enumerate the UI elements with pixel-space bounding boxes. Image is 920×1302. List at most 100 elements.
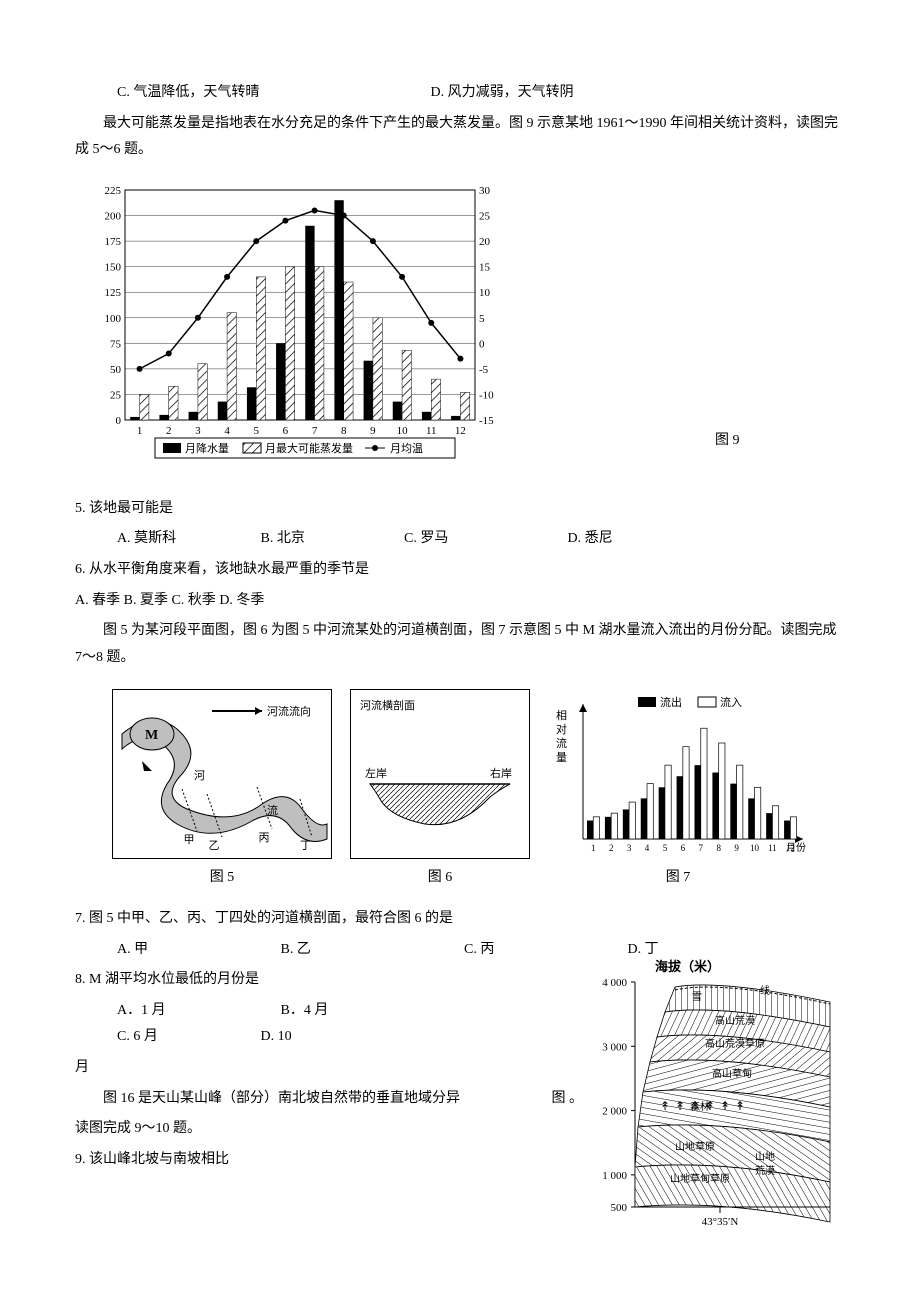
svg-text:500: 500 — [611, 1202, 628, 1214]
svg-text:5: 5 — [254, 425, 260, 437]
svg-text:1: 1 — [591, 843, 596, 853]
svg-text:月最大可能蒸发量: 月最大可能蒸发量 — [265, 441, 353, 455]
fig5: M 河流流向甲 乙 丙丁 河流 — [112, 689, 332, 859]
q7-c: C. 丙 — [464, 937, 624, 964]
svg-text:3 000: 3 000 — [602, 1041, 627, 1053]
svg-text:43°35′N: 43°35′N — [702, 1216, 739, 1228]
svg-text:流: 流 — [267, 803, 278, 817]
svg-text:2 000: 2 000 — [602, 1106, 627, 1118]
svg-text:11: 11 — [426, 425, 437, 437]
q8-a: A．1 月 — [117, 998, 277, 1025]
svg-text:M: M — [145, 728, 158, 743]
q8-d: D. 10 — [261, 1024, 292, 1051]
svg-text:2: 2 — [609, 843, 614, 853]
q7-a: A. 甲 — [117, 937, 277, 964]
svg-text:9: 9 — [370, 425, 376, 437]
svg-text:↟: ↟ — [720, 1099, 730, 1113]
svg-text:50: 50 — [110, 364, 122, 376]
svg-text:流: 流 — [556, 736, 567, 750]
svg-text:甲: 甲 — [184, 834, 195, 846]
figure-row-567: M河流流向甲乙丙丁河流 河流横剖面左岸右岸 相对流量流出流入1234567891… — [75, 689, 845, 859]
q5-c: C. 罗马 — [404, 526, 564, 553]
svg-text:-10: -10 — [479, 389, 494, 401]
svg-text:量: 量 — [556, 751, 567, 764]
svg-text:流出: 流出 — [660, 695, 682, 709]
svg-text:乙: 乙 — [209, 839, 220, 852]
svg-text:2: 2 — [166, 425, 172, 437]
svg-text:175: 175 — [105, 236, 122, 248]
svg-text:5: 5 — [663, 843, 668, 853]
svg-text:-5: -5 — [479, 364, 489, 376]
svg-text:高山草甸: 高山草甸 — [712, 1067, 752, 1080]
svg-text:8: 8 — [716, 843, 721, 853]
svg-text:河流流向: 河流流向 — [267, 704, 311, 718]
q8-b: B．4 月 — [281, 998, 461, 1025]
svg-text:1: 1 — [137, 425, 143, 437]
fig6: 河流横剖面左岸右岸 — [350, 689, 530, 859]
svg-text:30: 30 — [479, 185, 491, 197]
svg-text:海拔（米）: 海拔（米） — [655, 959, 720, 974]
svg-text:75: 75 — [110, 338, 122, 350]
svg-text:4 000: 4 000 — [602, 977, 627, 989]
svg-text:线: 线 — [760, 984, 770, 997]
fig6-label: 图 6 — [350, 865, 530, 892]
svg-text:高山荒漠: 高山荒漠 — [715, 1014, 755, 1027]
svg-text:荒漠: 荒漠 — [755, 1165, 775, 1177]
svg-text:↟: ↟ — [705, 1099, 715, 1113]
svg-text:25: 25 — [110, 389, 122, 401]
opt-c: C. 气温降低，天气转晴 — [117, 80, 427, 107]
svg-text:200: 200 — [105, 210, 122, 222]
figure-9: 0255075100125150175200225-15-10-50510152… — [75, 180, 845, 480]
svg-text:15: 15 — [479, 261, 491, 273]
svg-text:流入: 流入 — [720, 695, 742, 709]
svg-text:225: 225 — [105, 185, 122, 197]
svg-text:20: 20 — [479, 236, 491, 248]
q5-stem: 5. 该地最可能是 — [75, 496, 845, 523]
svg-text:相: 相 — [556, 709, 567, 722]
q7-b: B. 乙 — [281, 937, 461, 964]
fig5-label: 图 5 — [112, 865, 332, 892]
q6-c: C. 秋季 — [171, 593, 215, 608]
svg-text:125: 125 — [105, 287, 122, 299]
svg-text:高山荒漠草原: 高山荒漠草原 — [705, 1037, 765, 1050]
svg-text:8: 8 — [341, 425, 347, 437]
svg-text:河流横剖面: 河流横剖面 — [360, 698, 415, 712]
svg-text:右岸: 右岸 — [490, 766, 512, 780]
svg-text:9: 9 — [734, 843, 739, 853]
svg-text:150: 150 — [105, 261, 122, 273]
fig7: 相对流量流出流入123456789101112月份 — [548, 689, 808, 859]
q5-options: A. 莫斯科 B. 北京 C. 罗马 D. 悉尼 — [75, 526, 845, 553]
svg-text:河: 河 — [194, 769, 205, 782]
svg-text:1 000: 1 000 — [602, 1170, 627, 1182]
svg-text:25: 25 — [479, 210, 491, 222]
svg-text:-15: -15 — [479, 415, 494, 427]
svg-text:月均温: 月均温 — [390, 442, 423, 455]
options-cd: C. 气温降低，天气转晴 D. 风力减弱，天气转阴 — [75, 80, 845, 107]
svg-text:11: 11 — [768, 843, 777, 853]
q6-options: A. 春季 B. 夏季 C. 秋季 D. 冬季 — [75, 588, 845, 615]
q7-stem: 7. 图 5 中甲、乙、丙、丁四处的河道横剖面，最符合图 6 的是 — [75, 906, 845, 933]
fig16-svg: 海拔（米） 4 000 3 000 2 000 1 000 500 雪 线高山荒漠高山荒漠草原… — [585, 957, 845, 1237]
q6-a: A. 春季 — [75, 593, 120, 608]
svg-text:0: 0 — [479, 338, 485, 350]
intro-78: 图 5 为某河段平面图，图 6 为图 5 中河流某处的河道横剖面，图 7 示意图… — [75, 618, 845, 671]
svg-text:0: 0 — [116, 415, 122, 427]
intro-910-b: 图 。 — [524, 1086, 584, 1113]
svg-text:5: 5 — [479, 313, 485, 325]
svg-text:↟: ↟ — [735, 1099, 745, 1113]
svg-text:雪: 雪 — [692, 991, 702, 1003]
svg-text:月份: 月份 — [786, 842, 806, 854]
svg-text:丁: 丁 — [300, 840, 311, 852]
svg-text:月降水量: 月降水量 — [185, 441, 229, 455]
svg-text:3: 3 — [627, 843, 632, 853]
q5-a: A. 莫斯科 — [117, 526, 257, 553]
figure-16: 海拔（米） 4 000 3 000 2 000 1 000 500 雪 线高山荒漠高山荒漠草原… — [585, 957, 845, 1237]
q6-b: B. 夏季 — [124, 593, 168, 608]
opt-d: D. 风力减弱，天气转阴 — [431, 80, 574, 107]
svg-text:↟: ↟ — [690, 1099, 700, 1113]
svg-text:12: 12 — [455, 425, 466, 437]
fig7-label: 图 7 — [548, 865, 808, 892]
q7-d: D. 丁 — [628, 937, 659, 964]
svg-text:丙: 丙 — [259, 832, 270, 844]
fig9-label: 图 9 — [715, 428, 740, 455]
